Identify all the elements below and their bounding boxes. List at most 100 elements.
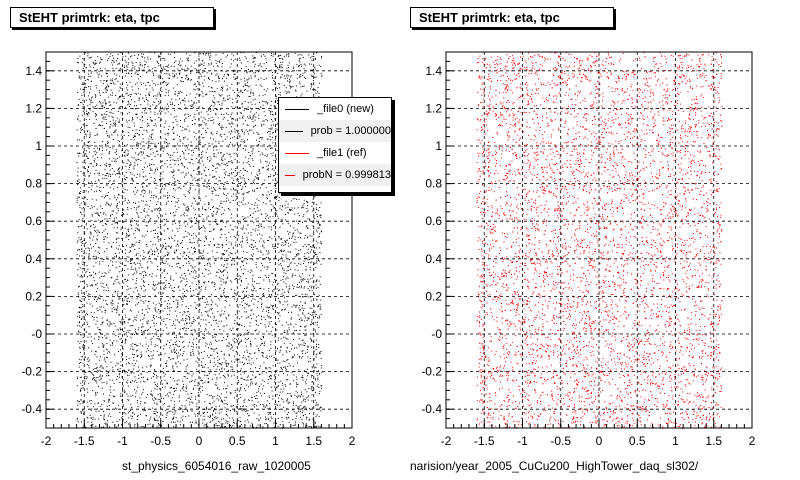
data-point <box>193 343 194 345</box>
data-point <box>77 421 79 423</box>
data-point <box>95 255 97 257</box>
data-point <box>239 342 240 344</box>
data-point <box>154 402 155 404</box>
data-point <box>163 195 165 197</box>
data-point <box>188 256 190 258</box>
data-point <box>221 310 223 312</box>
data-point <box>187 223 189 225</box>
data-point <box>225 237 227 239</box>
data-point <box>184 119 185 121</box>
data-point <box>140 381 142 383</box>
data-point <box>215 140 217 142</box>
data-point <box>95 114 97 116</box>
data-point <box>254 66 256 68</box>
data-point <box>258 137 260 139</box>
data-point <box>234 226 236 228</box>
data-point <box>133 137 135 138</box>
data-point <box>231 426 232 428</box>
data-point <box>87 206 89 208</box>
data-point <box>117 197 119 199</box>
data-point <box>175 362 177 364</box>
data-point <box>112 119 114 121</box>
data-point <box>115 67 117 69</box>
data-point <box>101 106 103 108</box>
data-point <box>228 417 230 419</box>
data-point <box>165 92 167 94</box>
data-point <box>235 77 237 79</box>
data-point <box>263 79 265 80</box>
data-point <box>77 181 79 183</box>
data-point <box>143 211 145 212</box>
data-point <box>106 184 108 186</box>
data-point <box>300 276 302 278</box>
data-point <box>191 342 193 344</box>
data-point <box>87 391 89 393</box>
data-point <box>266 418 268 420</box>
data-point <box>317 425 319 427</box>
data-point <box>235 170 236 172</box>
data-point <box>174 110 176 112</box>
data-point <box>76 202 78 203</box>
data-point <box>309 278 311 280</box>
data-point <box>288 329 290 331</box>
data-point <box>134 244 136 246</box>
data-point <box>101 367 103 369</box>
data-point <box>170 113 172 115</box>
data-point <box>114 291 116 293</box>
data-point <box>258 331 260 333</box>
data-point <box>130 219 132 221</box>
data-point <box>109 174 111 176</box>
data-point <box>314 254 316 256</box>
data-point <box>171 266 173 268</box>
data-point <box>289 91 290 93</box>
data-point <box>272 142 274 144</box>
data-point <box>237 138 239 140</box>
data-point <box>168 154 169 156</box>
data-point <box>259 63 261 65</box>
data-point <box>82 67 84 69</box>
data-point <box>221 219 223 221</box>
data-point <box>98 246 100 248</box>
data-point <box>227 119 229 121</box>
data-point <box>138 152 140 154</box>
data-point <box>253 179 255 181</box>
data-point <box>264 179 266 181</box>
data-point <box>87 276 88 278</box>
data-point <box>146 267 148 269</box>
data-point <box>103 238 105 240</box>
data-point <box>202 71 204 73</box>
data-point <box>143 255 145 257</box>
data-point <box>139 62 141 64</box>
data-point <box>294 198 296 199</box>
data-point <box>247 202 249 204</box>
data-point <box>89 100 91 102</box>
data-point <box>252 180 254 182</box>
data-point <box>210 187 212 189</box>
data-point <box>294 52 296 54</box>
data-point <box>242 291 244 293</box>
data-point <box>95 243 97 244</box>
data-point <box>185 330 187 332</box>
data-point <box>208 395 210 397</box>
data-point <box>81 268 83 270</box>
data-point <box>111 168 113 170</box>
data-point <box>252 290 254 292</box>
data-point <box>143 276 145 278</box>
data-point <box>194 209 196 211</box>
data-point <box>252 126 254 128</box>
data-point <box>191 379 193 381</box>
data-point <box>77 184 79 185</box>
data-point <box>261 100 263 102</box>
data-point <box>251 280 253 282</box>
data-point <box>275 213 277 215</box>
data-point <box>280 76 282 78</box>
data-point <box>226 200 227 202</box>
data-point <box>254 352 256 354</box>
data-point <box>205 363 207 365</box>
data-point <box>216 167 218 169</box>
data-point <box>227 88 228 90</box>
data-point <box>204 208 206 210</box>
data-point <box>121 124 123 126</box>
data-point <box>237 106 239 108</box>
data-point <box>288 245 290 247</box>
